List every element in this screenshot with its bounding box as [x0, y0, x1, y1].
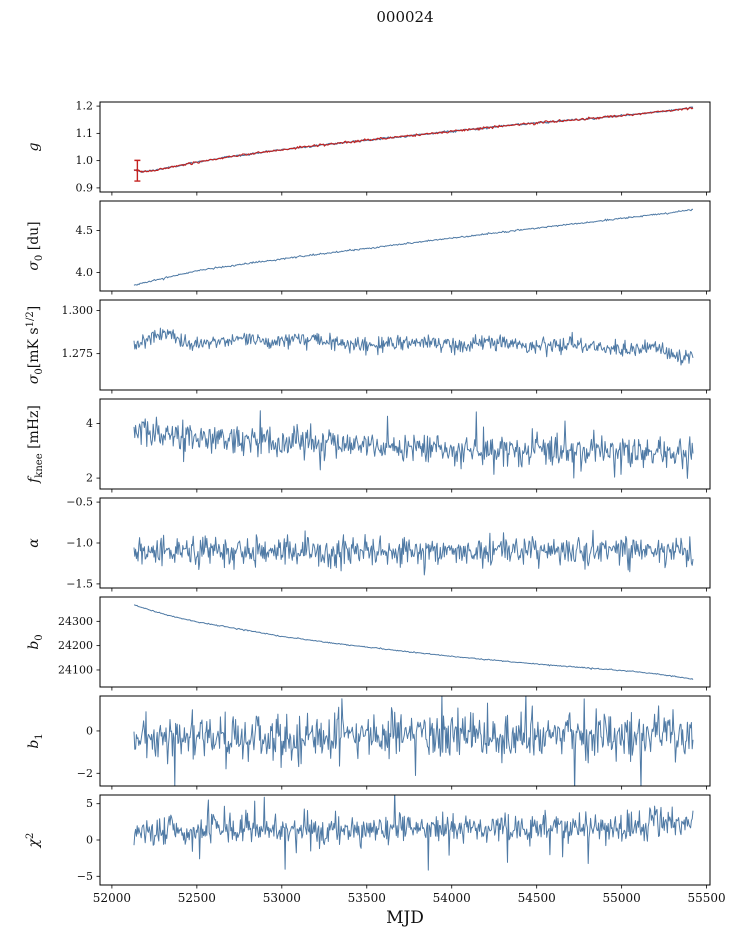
panel-f_knee: 2 4 fknee [mHz] — [26, 398, 711, 493]
y-axis-label-g: g — [26, 142, 42, 151]
panel-alpha: −1.5 −1.0 −0.5 α — [26, 496, 711, 592]
errorbar — [134, 159, 141, 182]
series-sigma0-mK — [133, 327, 694, 366]
panel-sigma0_mK: 1.275 1.300 σ0[mK s1/2] — [25, 299, 711, 394]
panel-border — [99, 101, 711, 193]
y-axis-label-sigma0_mK: σ0[mK s1/2] — [25, 306, 45, 384]
panel-sigma0_du: 4.0 4.5 σ0 [du] — [26, 200, 711, 295]
x-tick-label: 55500 — [688, 891, 726, 905]
y-axis-label-chi2: χ2 — [25, 833, 42, 849]
y-tick-label: −2 — [77, 767, 93, 780]
panel-b1: −2 0 b1 — [26, 695, 711, 790]
series-b0 — [134, 604, 694, 680]
series-g-red-overlay — [133, 107, 694, 173]
y-tick-label: 4.0 — [76, 266, 94, 279]
x-tick-label: 53000 — [263, 891, 301, 905]
y-tick-label: 1.0 — [76, 154, 94, 167]
y-tick-label: 1.300 — [62, 304, 94, 317]
y-axis-label-f_knee: fknee [mHz] — [26, 405, 45, 484]
panel-g: 0.9 1.0 1.1 1.2 g — [26, 100, 711, 196]
y-tick-label: 24300 — [58, 615, 93, 628]
panel-chi2: −5 0 5 52000 52500 53000 53500 54000 54500 55000 5… — [25, 794, 726, 905]
series-alpha — [133, 529, 694, 576]
series-chi2 — [133, 795, 694, 871]
series-f-knee — [133, 410, 694, 479]
x-axis-label: MJD — [386, 908, 424, 928]
y-tick-label: 0 — [86, 834, 93, 847]
y-tick-label: 1.275 — [62, 347, 94, 360]
figure-title: 000024 — [376, 8, 434, 26]
x-tick-label: 55000 — [603, 891, 641, 905]
y-axis-label-b0: b0 — [26, 634, 45, 649]
panel-border — [99, 596, 711, 688]
x-tick-label: 54000 — [433, 891, 471, 905]
series-b1 — [133, 696, 694, 786]
y-tick-label: −1.0 — [66, 537, 93, 550]
y-tick-label: −1.5 — [66, 577, 93, 590]
y-tick-label: 0.9 — [76, 181, 94, 194]
y-tick-label: 2 — [86, 472, 93, 485]
panel-border — [99, 398, 711, 490]
y-tick-label: 24200 — [58, 639, 93, 652]
x-tick-label: 52000 — [93, 891, 131, 905]
y-tick-label: 4.5 — [76, 224, 94, 237]
y-tick-label: 0 — [86, 724, 93, 737]
x-tick-label: 54500 — [518, 891, 556, 905]
panel-border — [99, 299, 711, 391]
y-axis-label-b1: b1 — [26, 733, 45, 748]
y-tick-label: −0.5 — [66, 496, 93, 509]
y-tick-label: 4 — [86, 417, 93, 430]
y-tick-label: 1.2 — [76, 100, 94, 113]
y-tick-label: 24100 — [58, 663, 93, 676]
panel-border — [99, 695, 711, 787]
y-axis-label-sigma0_du: σ0 [du] — [26, 221, 45, 270]
panel-border — [99, 200, 711, 292]
y-tick-label: −5 — [77, 870, 93, 883]
y-tick-label: 5 — [86, 797, 93, 810]
panel-b0: 24100 24200 24300 b0 — [26, 596, 711, 691]
x-tick-label: 52500 — [178, 891, 216, 905]
y-tick-label: 1.1 — [76, 127, 94, 140]
y-axis-label-alpha: α — [26, 538, 42, 548]
series-sigma0-du — [133, 208, 694, 286]
x-tick-label: 53500 — [348, 891, 386, 905]
